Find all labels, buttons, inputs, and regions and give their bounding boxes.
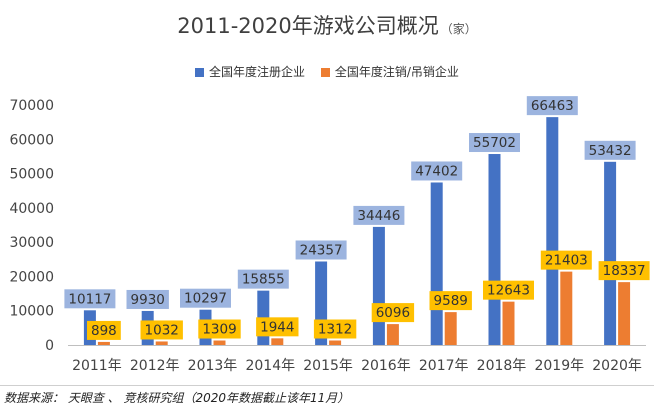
- legend-swatch-registered: [195, 68, 205, 77]
- x-tick-label: 2018年: [477, 358, 527, 374]
- data-label-box-cancelled: [429, 291, 472, 311]
- y-tick-label: 0: [45, 338, 54, 354]
- y-tick-label: 10000: [9, 304, 54, 320]
- data-label-box-registered: [295, 240, 347, 260]
- data-label-box-registered: [584, 140, 636, 160]
- bar-cancelled: [444, 312, 457, 345]
- data-label-box-cancelled: [140, 320, 183, 340]
- data-label-registered: 9930: [131, 292, 165, 308]
- bar-cancelled: [97, 341, 110, 345]
- data-label-box-registered: [469, 133, 520, 153]
- x-tick-label: 2014年: [245, 358, 295, 374]
- data-label-box-cancelled: [256, 317, 299, 337]
- unit-label: （家）: [440, 22, 477, 36]
- title-text: 2011-2020年游戏公司概况: [177, 14, 439, 38]
- data-label-registered: 10297: [184, 291, 227, 307]
- bar-registered: [372, 226, 385, 345]
- legend-item-registered: 全国年度注册企业: [195, 63, 305, 80]
- y-tick-label: 60000: [9, 132, 54, 148]
- legend-item-cancelled: 全国年度注销/吊销企业: [320, 63, 459, 80]
- x-tick-label: 2011年: [72, 358, 122, 374]
- data-label-box-registered: [237, 269, 289, 289]
- legend-label-cancelled: 全国年度注销/吊销企业: [334, 65, 459, 79]
- chart-title: 2011-2020年游戏公司概况 （家）: [0, 10, 654, 40]
- data-label-box-cancelled: [540, 250, 592, 270]
- data-label-cancelled: 12643: [487, 283, 530, 299]
- y-tick-label: 70000: [9, 98, 54, 114]
- data-label-cancelled: 6096: [376, 305, 410, 321]
- bar-registered: [488, 154, 501, 345]
- x-tick-label: 2012年: [130, 358, 180, 374]
- data-label-box-cancelled: [371, 303, 415, 323]
- x-tick-label: 2015年: [303, 358, 353, 374]
- data-label-cancelled: 9589: [434, 293, 468, 309]
- data-label-box-registered: [180, 288, 231, 308]
- data-label-box-cancelled: [313, 319, 357, 339]
- data-label-registered: 47402: [415, 163, 458, 179]
- data-label-cancelled: 1944: [260, 319, 294, 335]
- data-label-box-registered: [126, 289, 169, 309]
- data-label-cancelled: 21403: [545, 253, 588, 269]
- data-label-registered: 55702: [473, 135, 516, 151]
- legend-swatch-cancelled: [320, 68, 330, 77]
- data-label-cancelled: 898: [91, 323, 117, 339]
- bar-cancelled: [386, 324, 399, 345]
- bar-registered: [604, 161, 617, 345]
- bar-registered: [546, 117, 559, 345]
- bar-cancelled: [502, 301, 515, 345]
- data-label-box-registered: [411, 161, 463, 181]
- data-label-registered: 53432: [589, 143, 632, 159]
- data-label-box-cancelled: [198, 319, 241, 339]
- y-tick-label: 50000: [9, 167, 54, 183]
- bar-cancelled: [271, 338, 284, 345]
- data-label-registered: 24357: [300, 242, 343, 258]
- source-note: 数据来源： 天眼查 、 竞核研究组（2020年数据截止该年11月）: [4, 391, 350, 405]
- x-tick-label: 2013年: [188, 358, 238, 374]
- bar-cancelled: [155, 341, 168, 345]
- data-label-registered: 66463: [531, 98, 574, 114]
- bar-registered: [430, 182, 443, 345]
- data-label-cancelled: 1032: [145, 322, 179, 338]
- data-label-box-cancelled: [598, 261, 650, 281]
- data-label-box-registered: [64, 289, 116, 309]
- x-tick-label: 2020年: [592, 358, 642, 374]
- x-tick-label: 2016年: [361, 358, 411, 374]
- data-label-registered: 10117: [68, 291, 111, 307]
- data-label-box-registered: [353, 205, 405, 225]
- data-label-registered: 34446: [357, 208, 400, 224]
- bar-chart: 0 10000 20000 30000 40000 50000 60000 70000 1011…: [9, 96, 650, 374]
- legend-label-registered: 全国年度注册企业: [209, 65, 306, 79]
- y-tick-label: 30000: [9, 235, 54, 251]
- data-label-box-cancelled: [483, 280, 534, 300]
- data-label-registered: 15855: [242, 272, 285, 288]
- legend: 全国年度注册企业 全国年度注销/吊销企业: [0, 63, 654, 80]
- y-tick-label: 20000: [9, 269, 54, 285]
- data-label-box-cancelled: [87, 320, 121, 340]
- data-label-box-registered: [526, 96, 578, 116]
- data-label-cancelled: 18337: [603, 263, 646, 279]
- bar-cancelled: [618, 282, 631, 345]
- bar-cancelled: [329, 340, 342, 345]
- footer-divider: [0, 385, 654, 386]
- data-label-cancelled: 1309: [202, 322, 236, 338]
- data-label-cancelled: 1312: [318, 322, 352, 338]
- bar-cancelled: [560, 271, 573, 345]
- bar-cancelled: [213, 340, 226, 345]
- x-tick-label: 2019年: [534, 358, 584, 374]
- y-tick-label: 40000: [9, 201, 54, 217]
- x-tick-label: 2017年: [419, 358, 469, 374]
